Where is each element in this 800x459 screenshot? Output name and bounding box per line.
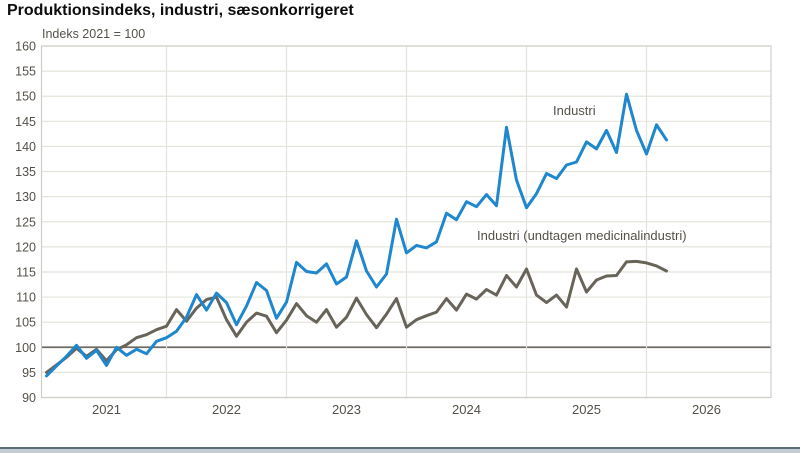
x-year-label: 2026 xyxy=(692,402,721,417)
y-tick-label: 135 xyxy=(15,165,36,179)
series-line xyxy=(45,92,668,378)
footer-divider-line xyxy=(0,447,800,449)
series-label-industri-ex-medicinal: Industri (undtagen medicinalindustri) xyxy=(477,228,687,243)
y-tick-label: 95 xyxy=(22,366,36,380)
series-line xyxy=(45,259,668,374)
y-tick-label: 155 xyxy=(15,65,36,79)
y-tick-label: 130 xyxy=(15,190,36,204)
y-tick-label: 140 xyxy=(15,140,36,154)
y-tick-label: 150 xyxy=(15,90,36,104)
x-year-label: 2024 xyxy=(452,402,481,417)
x-year-label: 2022 xyxy=(212,402,241,417)
y-tick-label: 120 xyxy=(15,240,36,254)
y-tick-label: 115 xyxy=(16,265,36,279)
chart-title: Produktionsindeks, industri, sæsonkorrig… xyxy=(7,2,354,19)
x-year-label: 2021 xyxy=(92,402,121,417)
y-tick-label: 160 xyxy=(15,40,36,54)
y-tick-label: 125 xyxy=(15,215,36,229)
series-label-industri: Industri xyxy=(553,103,596,118)
x-year-label: 2023 xyxy=(332,402,361,417)
y-tick-label: 145 xyxy=(15,115,36,129)
chart-subtitle: Indeks 2021 = 100 xyxy=(42,27,146,41)
x-year-label: 2025 xyxy=(572,402,601,417)
footer-divider-band xyxy=(0,449,800,453)
y-tick-label: 110 xyxy=(16,291,36,305)
y-tick-label: 100 xyxy=(15,341,36,355)
y-tick-label: 105 xyxy=(15,316,36,330)
y-tick-label: 90 xyxy=(22,391,36,405)
